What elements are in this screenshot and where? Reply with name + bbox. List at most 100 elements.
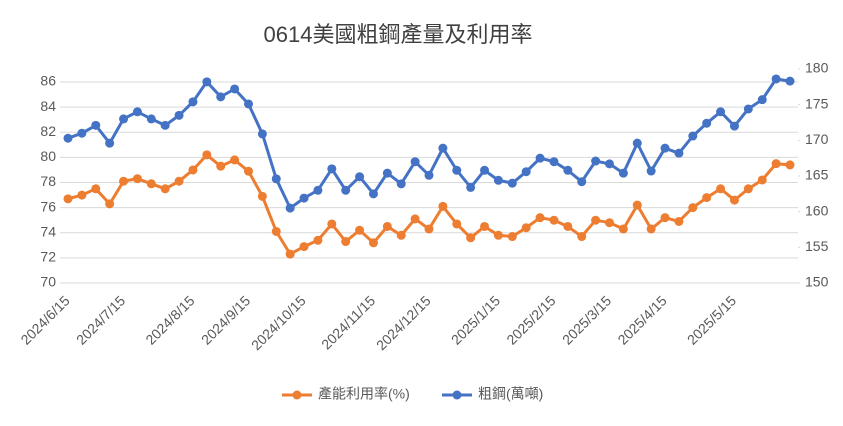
data-point	[646, 224, 656, 234]
data-point	[63, 194, 73, 204]
data-point	[396, 230, 406, 240]
data-point	[632, 200, 642, 210]
data-point	[535, 213, 545, 223]
data-point	[521, 223, 531, 233]
data-point	[244, 166, 253, 176]
data-point	[466, 182, 476, 192]
data-point	[341, 237, 351, 247]
data-point	[160, 120, 170, 130]
data-point	[729, 195, 739, 205]
data-point	[743, 184, 753, 194]
x-tick-label: 2025/2/15	[503, 292, 559, 348]
data-point	[716, 107, 726, 117]
data-point	[632, 138, 642, 148]
data-point	[91, 184, 101, 194]
data-point	[382, 168, 392, 178]
data-point	[271, 226, 281, 236]
data-point	[743, 104, 753, 114]
data-point	[660, 213, 670, 223]
x-tick-label: 2024/7/15	[73, 292, 129, 348]
x-tick-label: 2025/4/15	[614, 292, 670, 348]
data-point	[313, 185, 323, 195]
y2-tick-label: 150	[805, 274, 829, 290]
data-point	[174, 110, 184, 120]
data-point	[438, 201, 448, 211]
y2-tick-label: 165	[805, 167, 829, 183]
data-point	[688, 203, 698, 213]
data-point	[132, 174, 142, 184]
data-point	[299, 193, 309, 203]
data-point	[105, 199, 115, 209]
data-point	[285, 203, 295, 213]
data-point	[563, 221, 573, 231]
y2-tick-label: 170	[805, 131, 829, 147]
data-point	[480, 221, 490, 231]
data-point	[244, 99, 253, 109]
data-point	[105, 138, 115, 148]
data-point	[410, 157, 420, 167]
legend-label: 粗鋼(萬噸)	[478, 386, 543, 402]
data-point	[327, 164, 337, 174]
y-tick-label: 78	[40, 173, 56, 189]
data-point	[271, 174, 281, 184]
data-point	[785, 160, 795, 170]
y-tick-label: 76	[40, 198, 56, 214]
y2-tick-label: 180	[805, 60, 829, 76]
data-point	[577, 177, 587, 187]
x-tick-label: 2025/5/15	[684, 292, 740, 348]
y-tick-label: 84	[40, 98, 56, 114]
data-point	[146, 114, 156, 124]
data-point	[368, 238, 378, 248]
data-point	[355, 172, 365, 182]
legend-marker	[452, 390, 462, 400]
data-point	[521, 167, 531, 177]
data-point	[660, 143, 670, 153]
data-point	[452, 219, 462, 229]
series-line	[67, 152, 791, 257]
y-tick-label: 72	[40, 249, 56, 265]
x-tick-label: 2025/3/15	[559, 292, 615, 348]
data-point	[174, 176, 184, 186]
y-tick-label: 86	[40, 73, 56, 89]
data-point	[63, 133, 73, 143]
legend-label: 產能利用率(%)	[318, 386, 410, 402]
data-point	[577, 232, 587, 242]
data-point	[618, 168, 628, 178]
x-tick-label: 2025/1/15	[448, 292, 504, 348]
data-point	[424, 170, 434, 180]
data-point	[368, 189, 378, 199]
data-point	[396, 179, 406, 189]
data-point	[674, 148, 684, 158]
data-point	[674, 216, 684, 226]
data-point	[549, 215, 559, 225]
data-point	[688, 131, 698, 141]
data-point	[424, 224, 434, 234]
y2-tick-label: 175	[805, 95, 829, 111]
data-point	[230, 84, 240, 94]
data-point	[202, 77, 212, 87]
data-point	[591, 156, 601, 166]
data-point	[382, 221, 392, 231]
data-point	[119, 176, 129, 186]
y2-tick-label: 160	[805, 202, 829, 218]
data-point	[480, 165, 490, 175]
data-point	[771, 74, 781, 84]
data-point	[757, 175, 767, 185]
data-point	[132, 107, 142, 117]
data-point	[438, 143, 448, 153]
data-point	[702, 118, 712, 128]
x-tick-label: 2024/6/15	[17, 292, 73, 348]
data-point	[299, 242, 309, 252]
chart-title: 0614美國粗鋼產量及利用率	[264, 22, 533, 47]
data-point	[757, 95, 767, 105]
x-tick-label: 2024/11/15	[318, 292, 378, 352]
x-tick-label: 2024/9/15	[198, 292, 254, 348]
data-point	[327, 219, 337, 229]
data-point	[771, 159, 781, 169]
data-point	[257, 191, 267, 201]
data-point	[493, 230, 503, 240]
data-point	[355, 225, 365, 235]
data-point	[507, 178, 517, 188]
data-point	[466, 233, 476, 243]
